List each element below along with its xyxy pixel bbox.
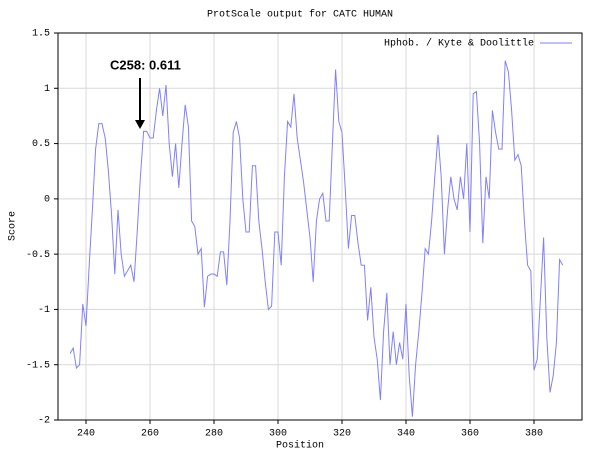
x-tick-label: 340 bbox=[397, 429, 415, 440]
x-tick-label: 280 bbox=[205, 429, 223, 440]
chart-title: ProtScale output for CATC HUMAN bbox=[207, 9, 393, 21]
x-tick-label: 260 bbox=[141, 429, 159, 440]
y-tick-label: 0 bbox=[44, 194, 50, 205]
plot-frame bbox=[57, 32, 583, 421]
y-axis-label: Score bbox=[8, 211, 19, 241]
x-tick-label: 380 bbox=[525, 429, 543, 440]
legend-label: Hphob. / Kyte & Doolittle bbox=[384, 38, 534, 50]
y-tick-label: 1 bbox=[44, 84, 50, 95]
y-tick-label: -1 bbox=[38, 305, 50, 316]
y-tick-label: 1.5 bbox=[32, 29, 50, 40]
y-tick-label: -0.5 bbox=[26, 250, 50, 261]
x-tick-label: 300 bbox=[269, 429, 287, 440]
x-tick-label: 240 bbox=[77, 429, 95, 440]
x-tick-label: 360 bbox=[461, 429, 479, 440]
annotation: C258: 0.611 bbox=[110, 57, 181, 72]
annotation-arrowhead bbox=[135, 120, 145, 129]
data-line bbox=[69, 60, 564, 417]
y-tick-label: -1.5 bbox=[26, 360, 50, 371]
x-axis-label: Position bbox=[276, 440, 324, 452]
y-tick-label: -2 bbox=[38, 416, 50, 427]
y-tick-label: 0.5 bbox=[32, 139, 50, 150]
x-tick-label: 320 bbox=[333, 429, 351, 440]
